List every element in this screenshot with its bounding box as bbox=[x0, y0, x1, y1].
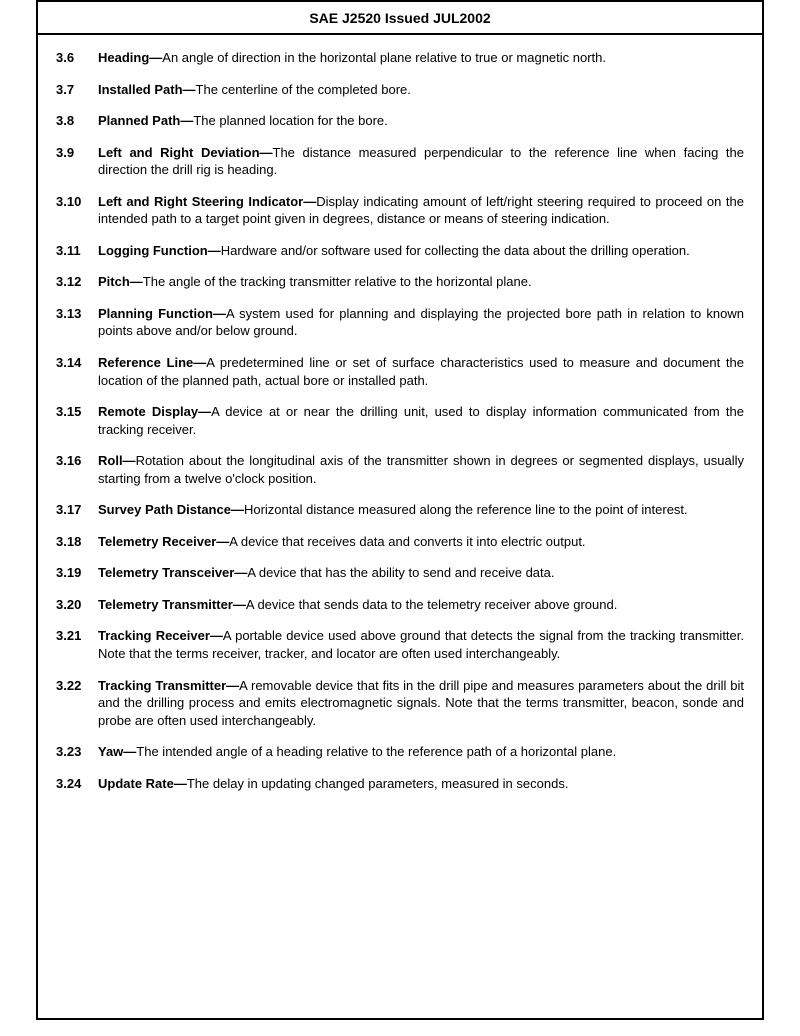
definition-number: 3.22 bbox=[56, 677, 98, 730]
definition-number: 3.24 bbox=[56, 775, 98, 793]
definition-row: 3.18Telemetry Receiver—A device that rec… bbox=[56, 533, 744, 551]
definition-text: Planned Path—The planned location for th… bbox=[98, 112, 744, 130]
page-border: SAE J2520 Issued JUL2002 3.6Heading—An a… bbox=[36, 0, 764, 1020]
definition-row: 3.20Telemetry Transmitter—A device that … bbox=[56, 596, 744, 614]
definition-body: A device that sends data to the telemetr… bbox=[246, 597, 617, 612]
definition-text: Yaw—The intended angle of a heading rela… bbox=[98, 743, 744, 761]
definition-text: Logging Function—Hardware and/or softwar… bbox=[98, 242, 744, 260]
definition-term: Update Rate— bbox=[98, 776, 187, 791]
definition-body: The planned location for the bore. bbox=[193, 113, 387, 128]
definition-body: Hardware and/or software used for collec… bbox=[221, 243, 690, 258]
definition-text: Heading—An angle of direction in the hor… bbox=[98, 49, 744, 67]
definition-term: Tracking Receiver— bbox=[98, 628, 223, 643]
definition-term: Left and Right Deviation— bbox=[98, 145, 273, 160]
definition-body: Rotation about the longitudinal axis of … bbox=[98, 453, 744, 486]
definition-term: Yaw— bbox=[98, 744, 136, 759]
definition-number: 3.8 bbox=[56, 112, 98, 130]
definition-text: Installed Path—The centerline of the com… bbox=[98, 81, 744, 99]
definition-term: Roll— bbox=[98, 453, 136, 468]
definition-row: 3.9Left and Right Deviation—The distance… bbox=[56, 144, 744, 179]
definition-row: 3.19Telemetry Transceiver—A device that … bbox=[56, 564, 744, 582]
definition-text: Left and Right Deviation—The distance me… bbox=[98, 144, 744, 179]
definition-number: 3.9 bbox=[56, 144, 98, 179]
page-container: SAE J2520 Issued JUL2002 3.6Heading—An a… bbox=[0, 0, 800, 1036]
definition-number: 3.10 bbox=[56, 193, 98, 228]
definition-number: 3.6 bbox=[56, 49, 98, 67]
definition-row: 3.7Installed Path—The centerline of the … bbox=[56, 81, 744, 99]
definition-term: Installed Path— bbox=[98, 82, 196, 97]
definition-body: An angle of direction in the horizontal … bbox=[162, 50, 606, 65]
definition-text: Left and Right Steering Indicator—Displa… bbox=[98, 193, 744, 228]
definition-row: 3.11Logging Function—Hardware and/or sof… bbox=[56, 242, 744, 260]
definition-row: 3.15Remote Display—A device at or near t… bbox=[56, 403, 744, 438]
definition-row: 3.12Pitch—The angle of the tracking tran… bbox=[56, 273, 744, 291]
definition-text: Pitch—The angle of the tracking transmit… bbox=[98, 273, 744, 291]
definition-number: 3.16 bbox=[56, 452, 98, 487]
definition-term: Telemetry Transceiver— bbox=[98, 565, 247, 580]
definition-term: Tracking Transmitter— bbox=[98, 678, 239, 693]
definitions-body: 3.6Heading—An angle of direction in the … bbox=[38, 35, 762, 1018]
definition-text: Remote Display—A device at or near the d… bbox=[98, 403, 744, 438]
definition-term: Logging Function— bbox=[98, 243, 221, 258]
definition-text: Telemetry Transceiver—A device that has … bbox=[98, 564, 744, 582]
definition-number: 3.13 bbox=[56, 305, 98, 340]
definition-term: Survey Path Distance— bbox=[98, 502, 244, 517]
definition-row: 3.17Survey Path Distance—Horizontal dist… bbox=[56, 501, 744, 519]
definition-row: 3.22Tracking Transmitter—A removable dev… bbox=[56, 677, 744, 730]
definition-body: Horizontal distance measured along the r… bbox=[244, 502, 688, 517]
definition-row: 3.23Yaw—The intended angle of a heading … bbox=[56, 743, 744, 761]
definition-number: 3.21 bbox=[56, 627, 98, 662]
definition-term: Telemetry Transmitter— bbox=[98, 597, 246, 612]
definition-number: 3.19 bbox=[56, 564, 98, 582]
definition-text: Survey Path Distance—Horizontal distance… bbox=[98, 501, 744, 519]
definition-body: A device that receives data and converts… bbox=[229, 534, 585, 549]
definition-text: Tracking Receiver—A portable device used… bbox=[98, 627, 744, 662]
definition-row: 3.13Planning Function—A system used for … bbox=[56, 305, 744, 340]
definition-row: 3.21Tracking Receiver—A portable device … bbox=[56, 627, 744, 662]
definition-row: 3.24Update Rate—The delay in updating ch… bbox=[56, 775, 744, 793]
definition-row: 3.8Planned Path—The planned location for… bbox=[56, 112, 744, 130]
definition-text: Tracking Transmitter—A removable device … bbox=[98, 677, 744, 730]
definition-term: Heading— bbox=[98, 50, 162, 65]
definition-text: Planning Function—A system used for plan… bbox=[98, 305, 744, 340]
definition-term: Left and Right Steering Indicator— bbox=[98, 194, 316, 209]
definition-number: 3.11 bbox=[56, 242, 98, 260]
definition-term: Planned Path— bbox=[98, 113, 193, 128]
definition-text: Telemetry Transmitter—A device that send… bbox=[98, 596, 744, 614]
definition-number: 3.17 bbox=[56, 501, 98, 519]
definition-number: 3.14 bbox=[56, 354, 98, 389]
definition-text: Telemetry Receiver—A device that receive… bbox=[98, 533, 744, 551]
definition-body: The angle of the tracking transmitter re… bbox=[143, 274, 532, 289]
definition-row: 3.6Heading—An angle of direction in the … bbox=[56, 49, 744, 67]
definition-number: 3.15 bbox=[56, 403, 98, 438]
definition-term: Telemetry Receiver— bbox=[98, 534, 229, 549]
definition-number: 3.20 bbox=[56, 596, 98, 614]
definition-text: Roll—Rotation about the longitudinal axi… bbox=[98, 452, 744, 487]
definition-term: Reference Line— bbox=[98, 355, 206, 370]
definition-body: The centerline of the completed bore. bbox=[196, 82, 411, 97]
definition-body: The delay in updating changed parameters… bbox=[187, 776, 569, 791]
definition-body: The intended angle of a heading relative… bbox=[136, 744, 616, 759]
page-header: SAE J2520 Issued JUL2002 bbox=[38, 2, 762, 35]
definition-body: A device that has the ability to send an… bbox=[247, 565, 554, 580]
definition-row: 3.10Left and Right Steering Indicator—Di… bbox=[56, 193, 744, 228]
definition-text: Update Rate—The delay in updating change… bbox=[98, 775, 744, 793]
definition-number: 3.23 bbox=[56, 743, 98, 761]
definition-row: 3.14Reference Line—A predetermined line … bbox=[56, 354, 744, 389]
definition-number: 3.18 bbox=[56, 533, 98, 551]
definition-number: 3.12 bbox=[56, 273, 98, 291]
definition-term: Pitch— bbox=[98, 274, 143, 289]
definition-text: Reference Line—A predetermined line or s… bbox=[98, 354, 744, 389]
definition-row: 3.16Roll—Rotation about the longitudinal… bbox=[56, 452, 744, 487]
definition-term: Planning Function— bbox=[98, 306, 226, 321]
definition-term: Remote Display— bbox=[98, 404, 211, 419]
definition-number: 3.7 bbox=[56, 81, 98, 99]
